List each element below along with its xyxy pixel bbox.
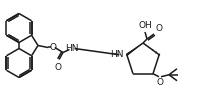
Text: O: O [156, 78, 164, 87]
Text: O: O [49, 43, 57, 52]
Polygon shape [126, 43, 143, 56]
Text: HN: HN [110, 50, 124, 59]
Text: OH: OH [138, 21, 152, 30]
Text: HN: HN [65, 44, 79, 53]
Text: O: O [55, 63, 61, 72]
Text: O: O [155, 24, 163, 33]
